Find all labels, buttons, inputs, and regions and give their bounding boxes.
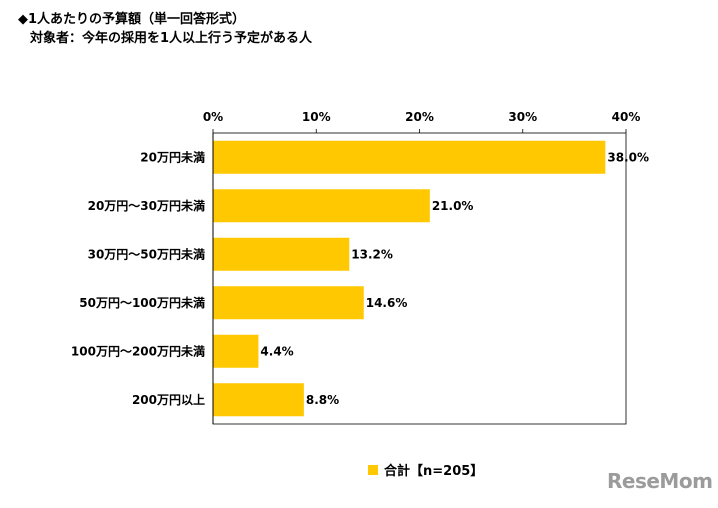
data-label: 8.8%: [306, 393, 339, 407]
category-label: 50万円～100万円未満: [79, 295, 205, 310]
category-label: 100万円～200万円未満: [71, 343, 205, 358]
bar: [213, 140, 606, 174]
title-line-2: 対象者：今年の採用を1人以上行う予定がある人: [30, 31, 313, 46]
legend: 合計【n=205】: [368, 460, 483, 479]
bar: [213, 383, 304, 417]
data-label: 14.6%: [366, 296, 408, 310]
data-label: 13.2%: [351, 247, 393, 261]
chart-title: ◆1人あたりの予算額（単一回答形式） 対象者：今年の採用を1人以上行う予定がある…: [18, 10, 312, 48]
bar: [213, 334, 259, 368]
x-tick-label: 20%: [405, 110, 434, 124]
plot-frame: [212, 132, 627, 425]
legend-label: 合計【n=205】: [384, 464, 484, 479]
title-line-1: ◆1人あたりの予算額（単一回答形式）: [18, 12, 246, 27]
x-tick-label: 10%: [302, 110, 331, 124]
category-label: 200万円以上: [132, 392, 205, 407]
category-label: 20万円未満: [140, 149, 205, 164]
bar: [213, 286, 364, 320]
x-tick-label: 0%: [203, 110, 223, 124]
data-label: 21.0%: [432, 199, 474, 213]
category-label: 30万円～50万円未満: [88, 246, 205, 261]
data-label: 4.4%: [260, 344, 293, 358]
legend-swatch: [368, 464, 378, 475]
bar: [213, 237, 350, 271]
watermark-logo: ReseMom: [607, 469, 713, 493]
x-tick-label: 30%: [508, 110, 537, 124]
category-label: 20万円～30万円未満: [88, 198, 205, 213]
x-tick-label: 40%: [612, 110, 641, 124]
data-label: 38.0%: [607, 150, 649, 164]
bar: [213, 189, 430, 223]
